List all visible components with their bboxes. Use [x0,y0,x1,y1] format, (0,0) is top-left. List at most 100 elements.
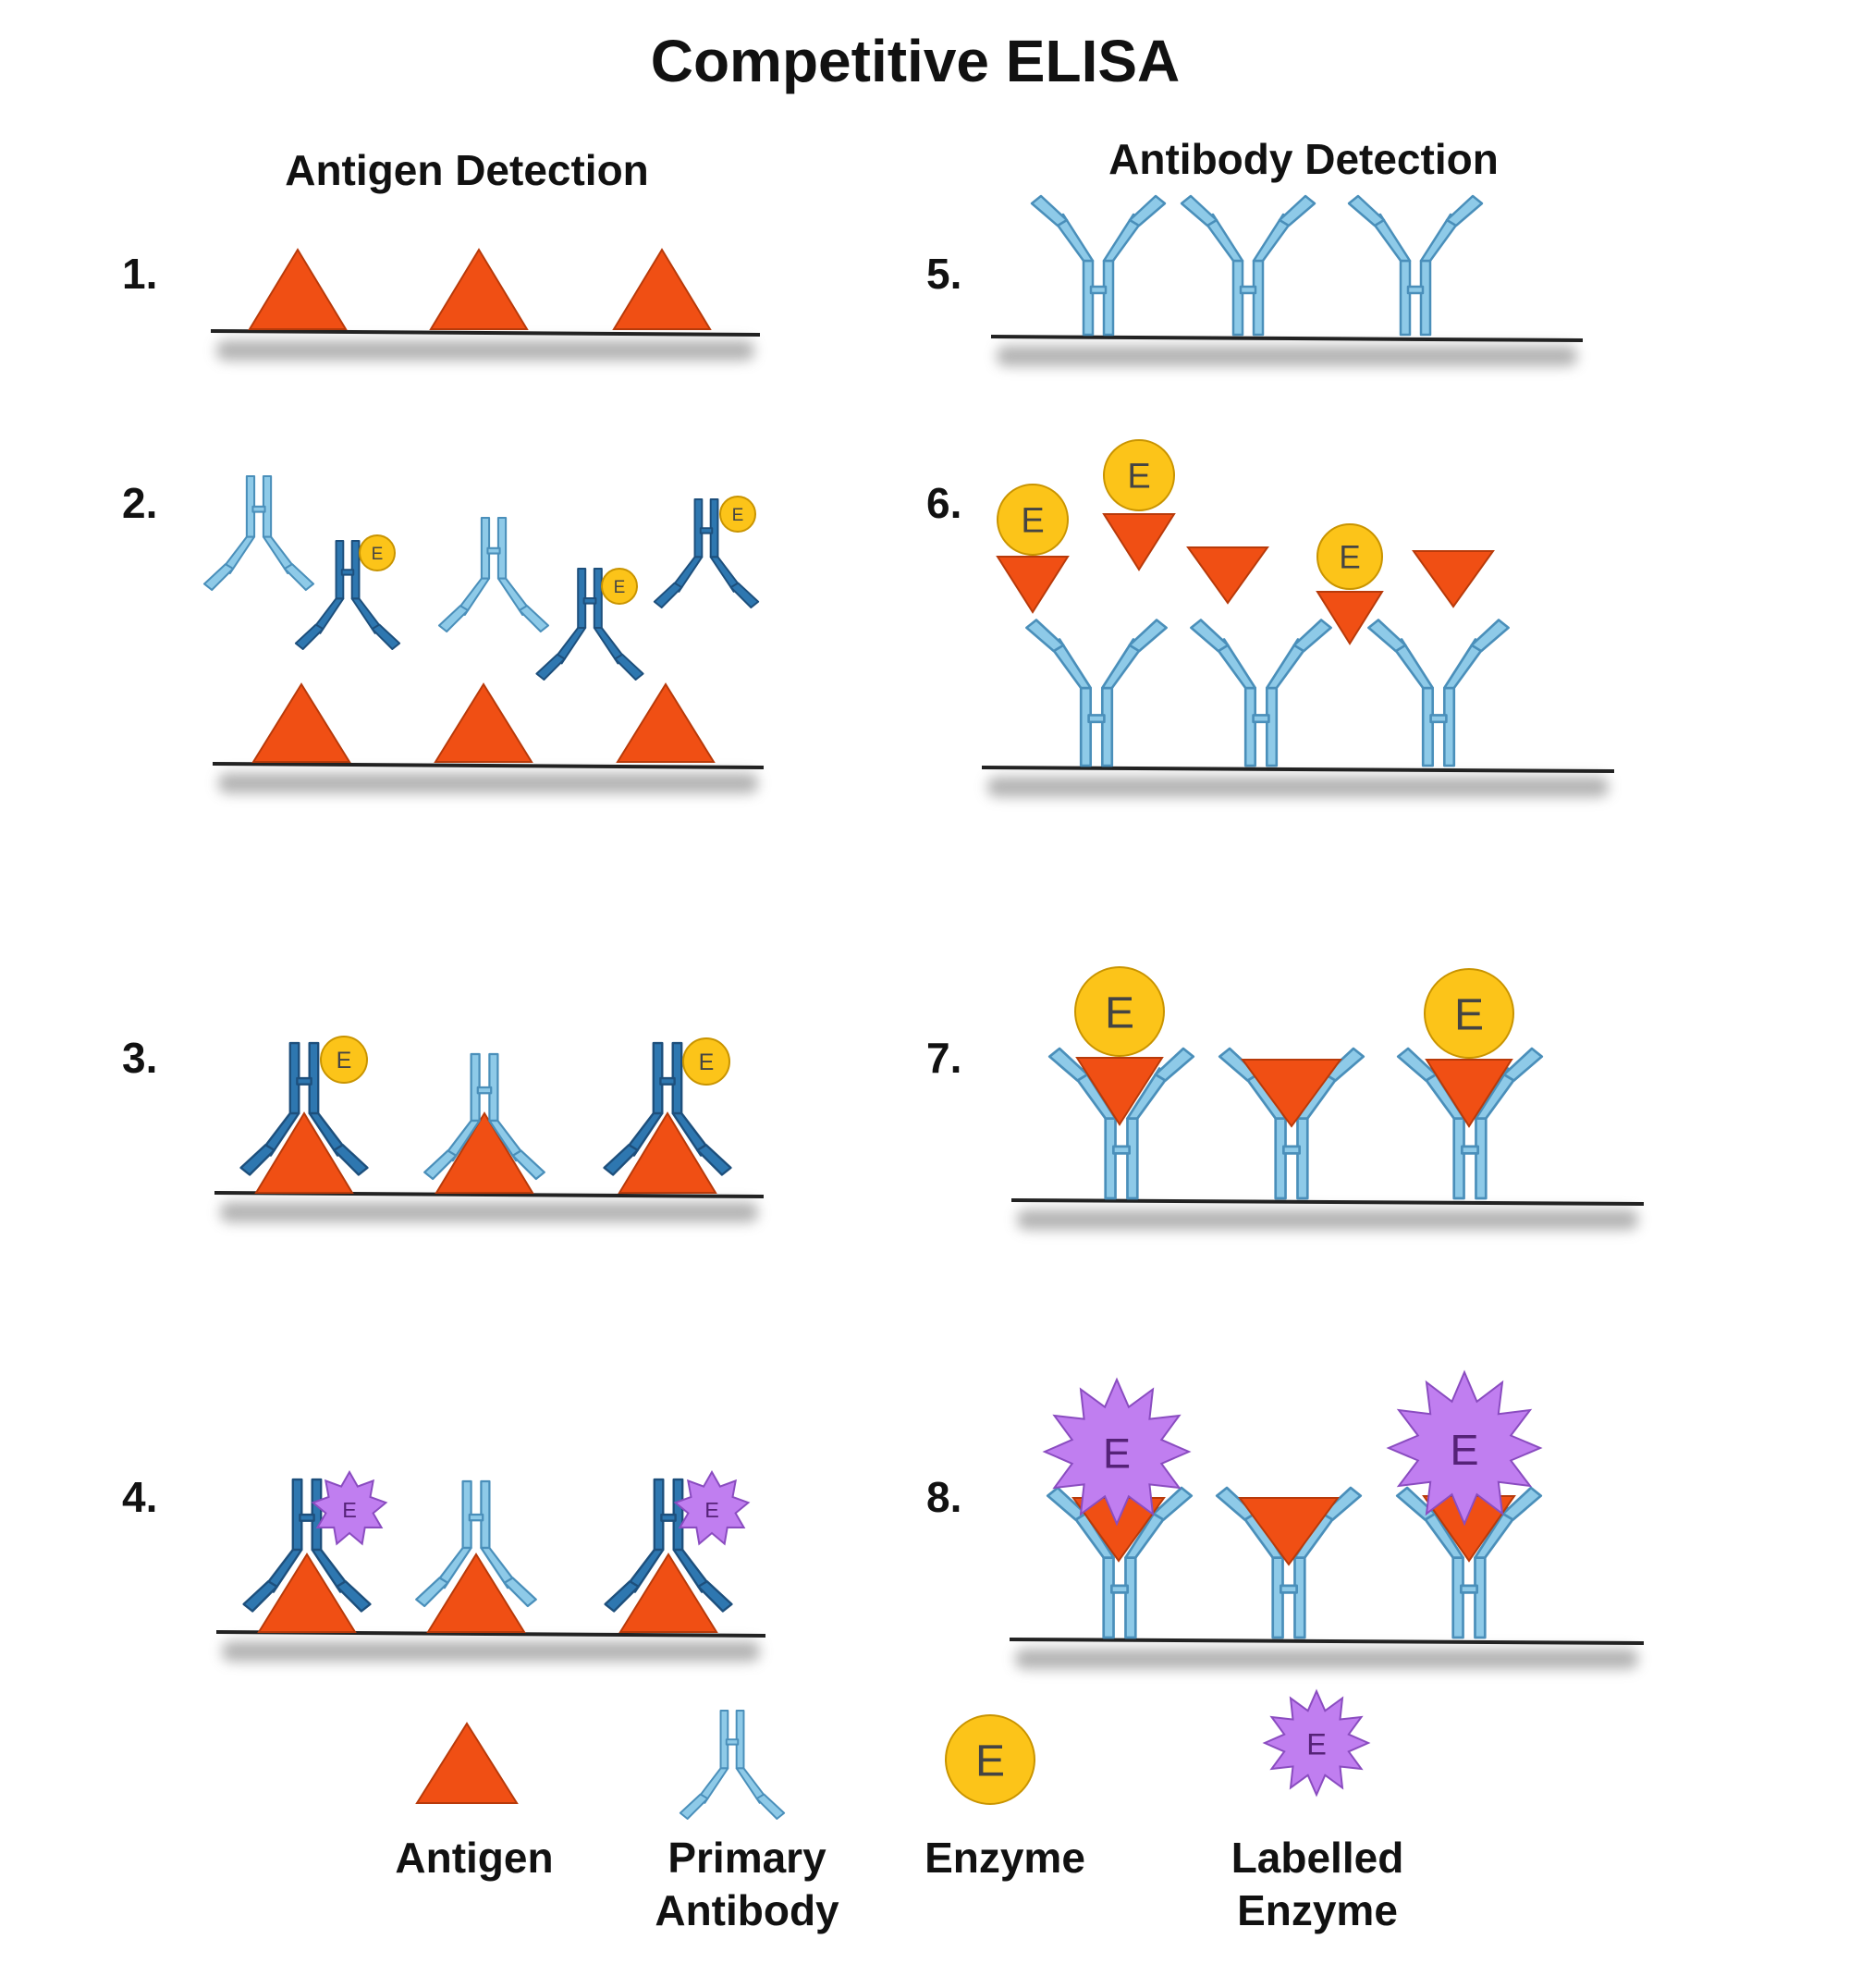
plate-surface [981,766,1615,797]
step-label-1: 1. [122,250,157,298]
step-6-panel: E E E [981,439,1615,797]
antigen-triangle [426,1552,526,1633]
enzyme-letter: E [614,578,626,597]
step-label-4: 4. [122,1473,157,1521]
antigen-triangle [1102,513,1176,571]
antigen-triangle [435,1111,534,1194]
enzyme-letter: E [1127,458,1150,497]
enzyme-letter: E [1306,1728,1327,1761]
diagram-title: Competitive ELISA [651,28,1181,94]
enzyme: E [601,568,638,605]
enzyme: E [1103,439,1175,511]
enzyme: E [719,496,756,533]
labelled-enzyme: E [311,1469,388,1546]
enzyme: E [997,484,1069,556]
antigen-triangle [1241,1059,1342,1128]
antigen-triangle [415,1722,519,1804]
enzyme-letter: E [1103,1430,1131,1478]
enzyme: E [945,1714,1035,1805]
antigen-triangle [429,248,529,330]
primary-antibody [415,1479,537,1608]
legend-antigen-label: Antigen [395,1834,553,1882]
antigen-triangle [1075,1057,1164,1126]
enzyme-letter: E [342,1498,357,1522]
legend-primary-antibody-label-line2: Antibody [655,1886,839,1934]
antigen-detection-heading: Antigen Detection [285,146,649,194]
antigen-triangle [616,682,716,763]
enzyme-letter: E [1105,988,1134,1037]
primary-antibody [1218,1047,1365,1200]
legend-labelled-enzyme-label-line2: Enzyme [1237,1886,1398,1934]
enzyme-letter: E [372,545,384,564]
enzyme-letter: E [337,1048,352,1074]
enzyme-linked-antibody [242,1478,372,1613]
labelled-enzyme: E [1386,1369,1543,1527]
enzyme: E [320,1036,368,1084]
step-5-panel [990,194,1584,366]
primary-antibody [1180,194,1316,337]
enzyme-linked-antibody [604,1478,733,1613]
antigen-triangle [257,1552,357,1633]
enzyme: E [359,534,396,571]
antigen-triangle [248,248,348,330]
plate-surface [990,335,1584,366]
enzyme-letter: E [1454,990,1484,1039]
enzyme: E [1424,968,1514,1059]
enzyme: E [682,1037,730,1086]
plate-surface [215,1630,766,1662]
enzyme-linked-antibody [535,567,644,681]
antigen-triangle [251,682,351,763]
plate-surface [1009,1638,1645,1669]
primary-antibody [1367,619,1510,767]
enzyme-letter: E [1021,502,1044,541]
labelled-enzyme: E [1262,1688,1371,1798]
enzyme-letter: E [1450,1426,1478,1474]
plate-surface [210,329,761,361]
labelled-enzyme: E [673,1469,751,1546]
step-2-panel: E E E [202,474,765,793]
step-label-5: 5. [926,250,961,298]
enzyme-linked-antibody [653,498,760,608]
antigen-triangle [618,1552,718,1633]
enzyme-letter: E [975,1736,1005,1786]
enzyme-linked-antibody [603,1041,732,1176]
antigen-triangle [1425,1059,1513,1128]
legend-primary-antibody-label-line1: Primary [667,1834,827,1882]
antigen-triangle [996,556,1070,614]
primary-antibody [1190,619,1332,767]
antigen-triangle [1238,1497,1340,1566]
primary-antibody [1396,1047,1544,1200]
primary-antibody [437,516,550,633]
step-1-panel [210,248,761,361]
antigen-triangle [1316,591,1384,645]
plate-surface [212,762,765,793]
plate-surface [214,1191,765,1222]
enzyme-linked-antibody [239,1041,369,1176]
step-label-7: 7. [926,1034,961,1082]
primary-antibody [1025,619,1168,767]
enzyme-letter: E [1339,540,1360,576]
enzyme-letter: E [699,1049,715,1075]
step-label-8: 8. [926,1473,961,1521]
step-label-2: 2. [122,479,157,527]
step-label-3: 3. [122,1034,157,1082]
primary-antibody [423,1052,545,1181]
primary-antibody [1395,1486,1543,1639]
primary-antibody [1347,194,1484,337]
enzyme: E [1316,523,1383,590]
antigen-triangle [434,682,533,763]
antigen-triangle [1186,546,1269,605]
enzyme: E [1074,966,1165,1057]
legend-enzyme-label: Enzyme [924,1834,1085,1882]
primary-antibody [679,1710,786,1820]
enzyme-letter: E [732,506,744,525]
enzyme-linked-antibody [294,540,401,650]
antigen-triangle [1412,550,1495,608]
plate-surface [1010,1198,1645,1230]
antigen-triangle [254,1111,354,1194]
